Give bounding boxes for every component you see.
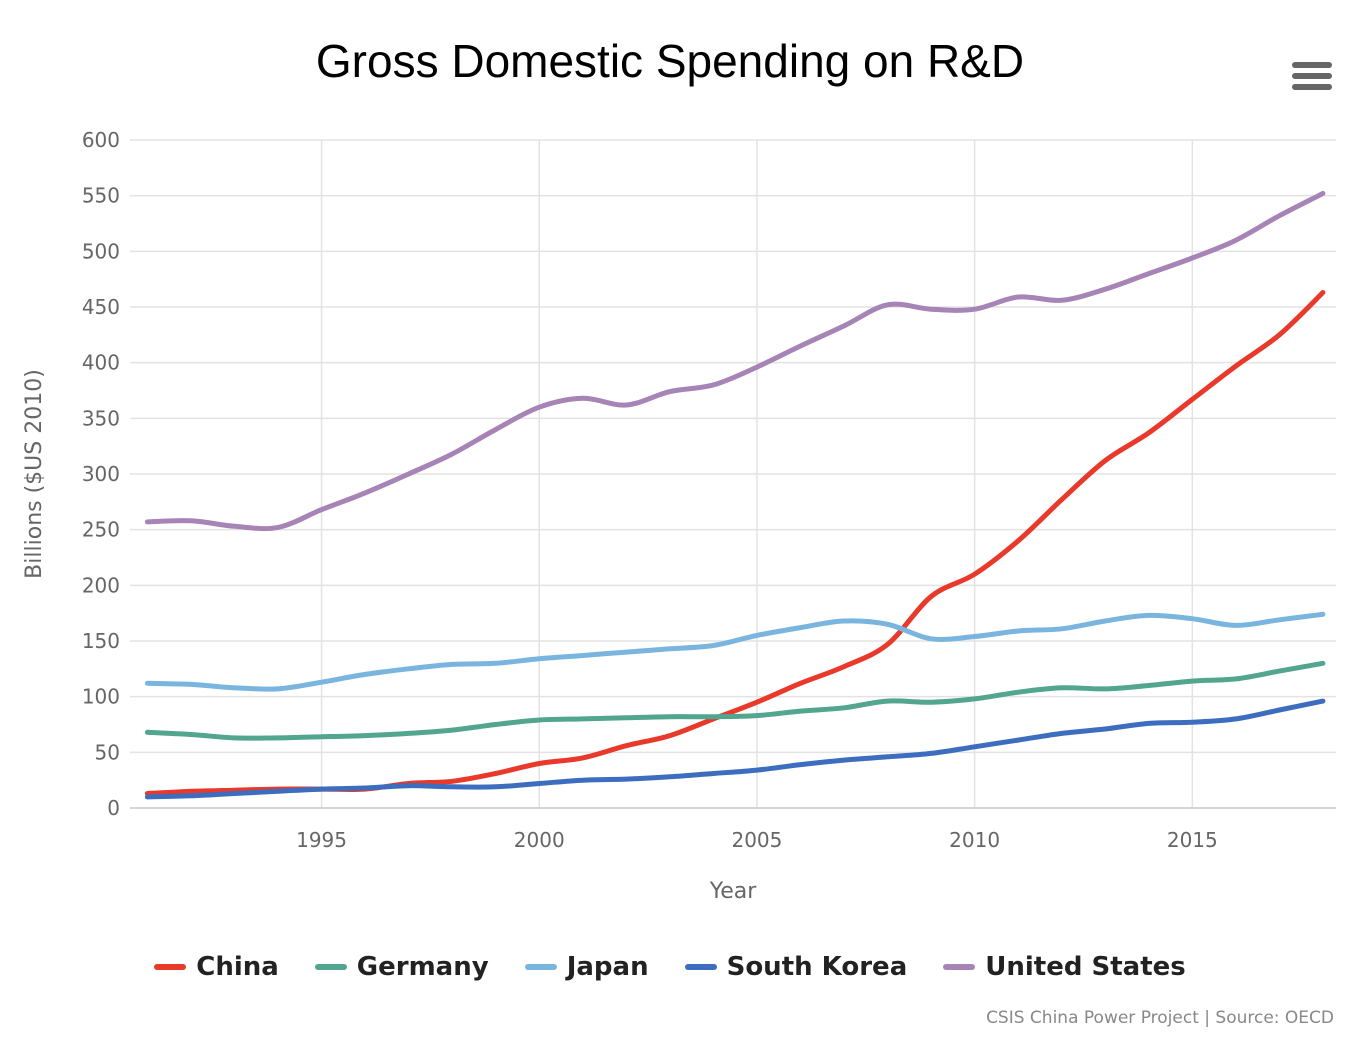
x-tick-label: 1995 [296,828,347,852]
legend-swatch [524,964,557,970]
legend-swatch [154,964,187,970]
legend-swatch [684,964,717,970]
y-tick-label: 300 [82,462,120,486]
y-tick-label: 150 [82,629,120,653]
y-tick-label: 550 [82,184,120,208]
y-axis-title: Billions ($US 2010) [22,369,47,579]
y-tick-label: 0 [107,796,120,820]
series-line-japan[interactable] [144,611,1326,692]
y-tick-label: 250 [82,518,120,542]
y-tick-label: 100 [82,685,120,709]
y-tick-label: 50 [95,740,120,764]
legend-item-germany[interactable]: Germany [314,952,489,982]
series-lines [144,190,1326,800]
x-tick-label: 2000 [514,828,565,852]
legend-swatch [314,964,347,970]
legend-item-south-korea[interactable]: South Korea [684,952,908,982]
x-tick-label: 2010 [949,828,1000,852]
axes: 0 50 100 150 200 250 300 350 400 450 500 550 600 1995… [82,128,1336,852]
y-tick-label: 450 [82,295,120,319]
y-tick-label: 500 [82,239,120,263]
series-line-united-states[interactable] [144,190,1326,532]
legend-swatch [943,964,976,970]
legend-label: China [196,952,279,982]
series-line-germany[interactable] [144,660,1326,741]
credits-text: CSIS China Power Project | Source: OECD [986,1008,1334,1028]
x-axis-title: Year [709,879,758,904]
legend-label: Japan [566,952,649,982]
chart-title: Gross Domestic Spending on R&D [315,35,1025,87]
legend-item-japan[interactable]: Japan [524,952,649,982]
x-tick-label: 2015 [1167,828,1218,852]
legend: China Germany Japan South Korea United S… [0,952,1340,982]
legend-item-united-states[interactable]: United States [943,952,1186,982]
legend-label: Germany [356,952,489,982]
y-tick-label: 200 [82,573,120,597]
hamburger-menu-icon[interactable] [1292,62,1332,94]
legend-label: South Korea [726,952,908,982]
legend-label: United States [985,952,1186,982]
y-tick-label: 400 [82,351,120,375]
grid-lines [130,139,1336,809]
y-tick-label: 600 [82,128,120,152]
legend-item-china[interactable]: China [154,952,279,982]
series-line-south-korea[interactable] [144,698,1326,800]
y-tick-label: 350 [82,406,120,430]
x-tick-label: 2005 [731,828,782,852]
